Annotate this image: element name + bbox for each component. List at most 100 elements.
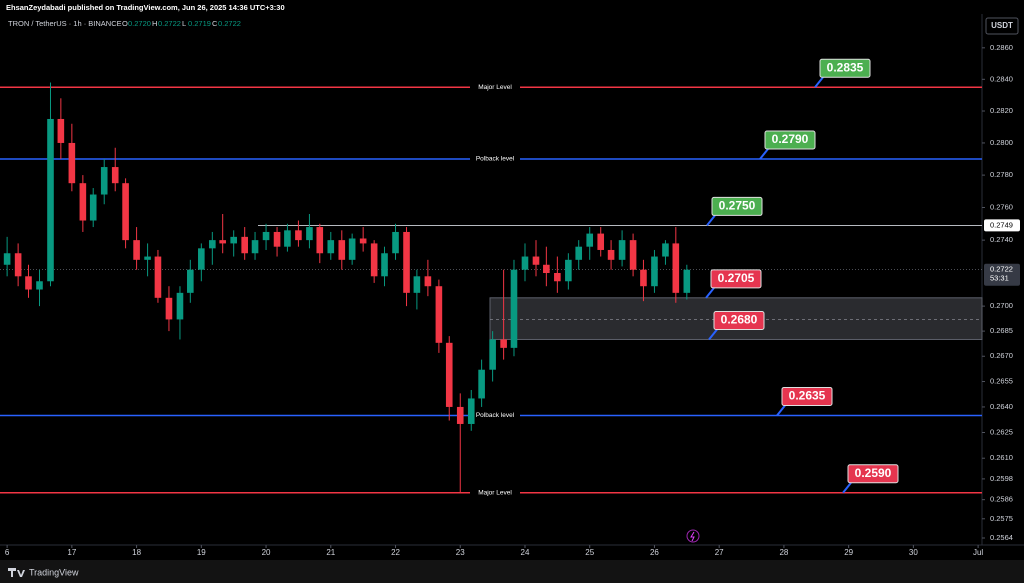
y-tick-label: 0.2700: [990, 301, 1013, 310]
candle-body: [532, 256, 540, 265]
event-icon[interactable]: [686, 529, 700, 543]
callout-box: [710, 269, 762, 289]
callout-text: 0.2590: [855, 466, 892, 480]
callout-box: [713, 310, 765, 330]
x-tick-label: 28: [779, 548, 788, 557]
candle-body: [575, 246, 583, 260]
candle-body: [348, 238, 356, 260]
candle-body: [662, 243, 669, 257]
brand: TradingView: [29, 567, 79, 577]
event-bolt: [690, 531, 695, 542]
countdown: 53:31: [990, 274, 1009, 283]
y-tick-label: 0.2564: [990, 533, 1013, 542]
candle-body: [403, 231, 410, 293]
x-tick-label: Jul: [973, 548, 983, 557]
x-tick-label: 18: [132, 548, 141, 557]
candle-body: [133, 240, 140, 260]
candle-body: [554, 273, 561, 282]
candle-body: [467, 398, 475, 424]
candle-body: [672, 243, 680, 293]
callout-box: [819, 58, 871, 78]
candle-body: [100, 167, 108, 195]
candle-body: [510, 269, 518, 348]
candle-body: [198, 248, 205, 270]
y-tick-label: 0.2670: [990, 351, 1013, 360]
candle-body: [284, 230, 291, 247]
callout-text: 0.2680: [721, 313, 758, 327]
candle-body: [57, 118, 65, 143]
y-tick-label: 0.2860: [990, 43, 1013, 52]
candle-body: [187, 269, 194, 293]
x-tick-label: 30: [909, 548, 918, 557]
candle-body: [79, 183, 87, 221]
x-tick-label: 23: [456, 548, 465, 557]
last-price-label: 0.2722: [990, 265, 1013, 274]
y-tick-label: 0.2625: [990, 427, 1013, 436]
candle-body: [370, 243, 378, 277]
ohlc-key: H: [152, 19, 157, 28]
brand-logo: [8, 568, 25, 577]
callout-pointer: [776, 404, 786, 417]
level-label-bg: [470, 487, 520, 498]
ohlc-value: 0.2722: [158, 19, 181, 28]
y-tick-label: 0.2586: [990, 495, 1013, 504]
footer: [0, 560, 1024, 583]
level-label-bg: [470, 410, 520, 421]
y-tick-label: 0.2740: [990, 235, 1013, 244]
y-tick-label: 0.2800: [990, 138, 1013, 147]
y-tick-label: 0.2640: [990, 402, 1013, 411]
candle-body: [597, 233, 605, 250]
x-tick-label: 21: [326, 548, 335, 557]
y-tick-label: 0.2780: [990, 170, 1013, 179]
ohlc-key: O: [122, 19, 128, 28]
candle-body: [122, 183, 129, 241]
candle-body: [500, 339, 507, 348]
candle-body: [111, 167, 119, 184]
ohlc-value: 0.2722: [218, 19, 241, 28]
candle-body: [359, 238, 367, 244]
candle-body: [262, 231, 270, 241]
candle-body: [25, 276, 32, 290]
candle-body: [36, 281, 43, 290]
candle-body: [381, 253, 388, 277]
ohlc-value: 0.2719: [188, 19, 211, 28]
level-label-bg: [470, 154, 520, 165]
x-tick-label: 24: [521, 548, 530, 557]
publisher: EhsanZeydabadi published on TradingView.…: [6, 3, 285, 12]
candle-body: [47, 118, 54, 282]
candle-body: [89, 194, 97, 221]
ohlc-key: C: [212, 19, 218, 28]
candle-body: [176, 292, 184, 320]
level-label: Polback level: [476, 412, 515, 419]
candle-body: [241, 236, 248, 254]
candle-body: [640, 269, 647, 287]
y-tick-label: 0.2598: [990, 474, 1013, 483]
candle-body: [154, 256, 162, 298]
candle-body: [165, 297, 173, 320]
y-tick-label: 0.2610: [990, 453, 1013, 462]
candle-body: [273, 231, 281, 247]
candle-body: [68, 142, 76, 184]
candle-body: [456, 406, 464, 424]
callout-pointer: [759, 148, 769, 160]
currency[interactable]: USDT: [991, 21, 1013, 30]
x-tick-label: 25: [585, 548, 594, 557]
candle-body: [251, 240, 259, 254]
candle-body: [618, 240, 626, 260]
callout-pointer: [706, 214, 716, 227]
level-label: Major Level: [478, 84, 512, 91]
callout-pointer: [705, 287, 715, 299]
ref-price-box: [984, 219, 1020, 232]
candle-body: [392, 231, 399, 254]
y-tick-label: 0.2575: [990, 514, 1013, 523]
callout-pointer: [842, 482, 852, 494]
candle-body: [316, 227, 324, 254]
y-tick-label: 0.2820: [990, 106, 1013, 115]
y-tick-label: 0.2760: [990, 202, 1013, 211]
candle-body: [629, 240, 637, 270]
candle-body: [327, 240, 335, 254]
candle-body: [607, 249, 615, 260]
currency-box[interactable]: [985, 17, 1019, 35]
candle-body: [489, 339, 496, 370]
